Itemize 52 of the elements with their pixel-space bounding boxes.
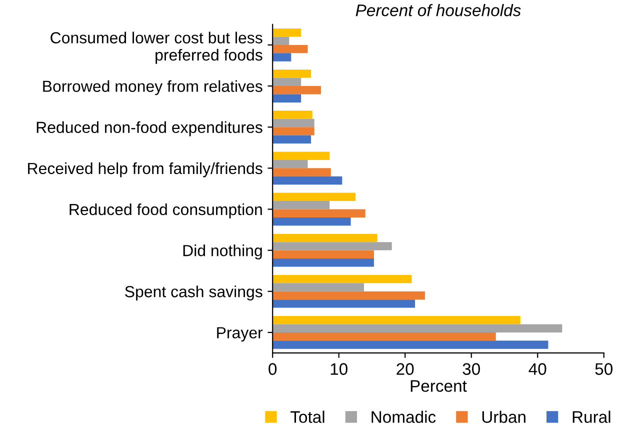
legend-label: Total [290, 410, 324, 423]
bar [272, 324, 562, 332]
x-tick-label: 10 [330, 363, 348, 375]
bar [272, 168, 331, 176]
bar [272, 152, 330, 160]
bar [272, 258, 374, 267]
bar [272, 135, 312, 144]
x-tick-label: 20 [396, 363, 414, 375]
bar [272, 53, 292, 62]
y-tick-label: Received help from family/friends [28, 162, 262, 178]
bar [272, 291, 425, 300]
legend-label: Nomadic [372, 410, 436, 423]
y-tick-label: Borrowed money from relatives [43, 80, 262, 96]
legend-label: Urban [482, 410, 526, 423]
y-tick-label: Reduced non-food expenditures [36, 121, 262, 136]
bar [272, 94, 302, 102]
x-tick-label: 50 [595, 363, 612, 375]
legend-label: Rural [572, 410, 610, 423]
bar [272, 86, 321, 94]
bar [272, 70, 312, 78]
x-tick-label: 30 [462, 363, 480, 375]
bar [272, 340, 548, 349]
bar [272, 316, 520, 324]
bar [272, 217, 351, 226]
bar [272, 234, 378, 242]
bar [272, 110, 312, 119]
bar [272, 250, 374, 259]
chart-title: Percent of households [356, 4, 521, 16]
x-axis-title: Percent [410, 380, 467, 392]
bar [272, 209, 366, 218]
bar [272, 300, 416, 308]
bar [272, 78, 302, 86]
bar [272, 192, 356, 202]
bar [272, 201, 330, 210]
bar [272, 36, 290, 45]
bar [272, 332, 496, 341]
y-tick-label: Spent cash savings [125, 286, 262, 300]
bar [272, 118, 314, 128]
y-tick-label: Reduced food consumption [70, 203, 262, 218]
x-tick-label: 40 [528, 363, 546, 375]
y-tick-label: Consumed lower cost but less preferred foods [50, 32, 262, 64]
y-tick-label: Prayer [217, 327, 263, 342]
y-tick-label: Did nothing [183, 244, 262, 260]
bar [272, 283, 364, 292]
bar [272, 160, 308, 168]
bar [272, 127, 314, 136]
bar [272, 176, 342, 185]
bar [272, 44, 308, 54]
bar [272, 274, 412, 284]
x-tick-label: 0 [268, 363, 277, 375]
bar [272, 242, 392, 250]
bar [272, 28, 302, 37]
